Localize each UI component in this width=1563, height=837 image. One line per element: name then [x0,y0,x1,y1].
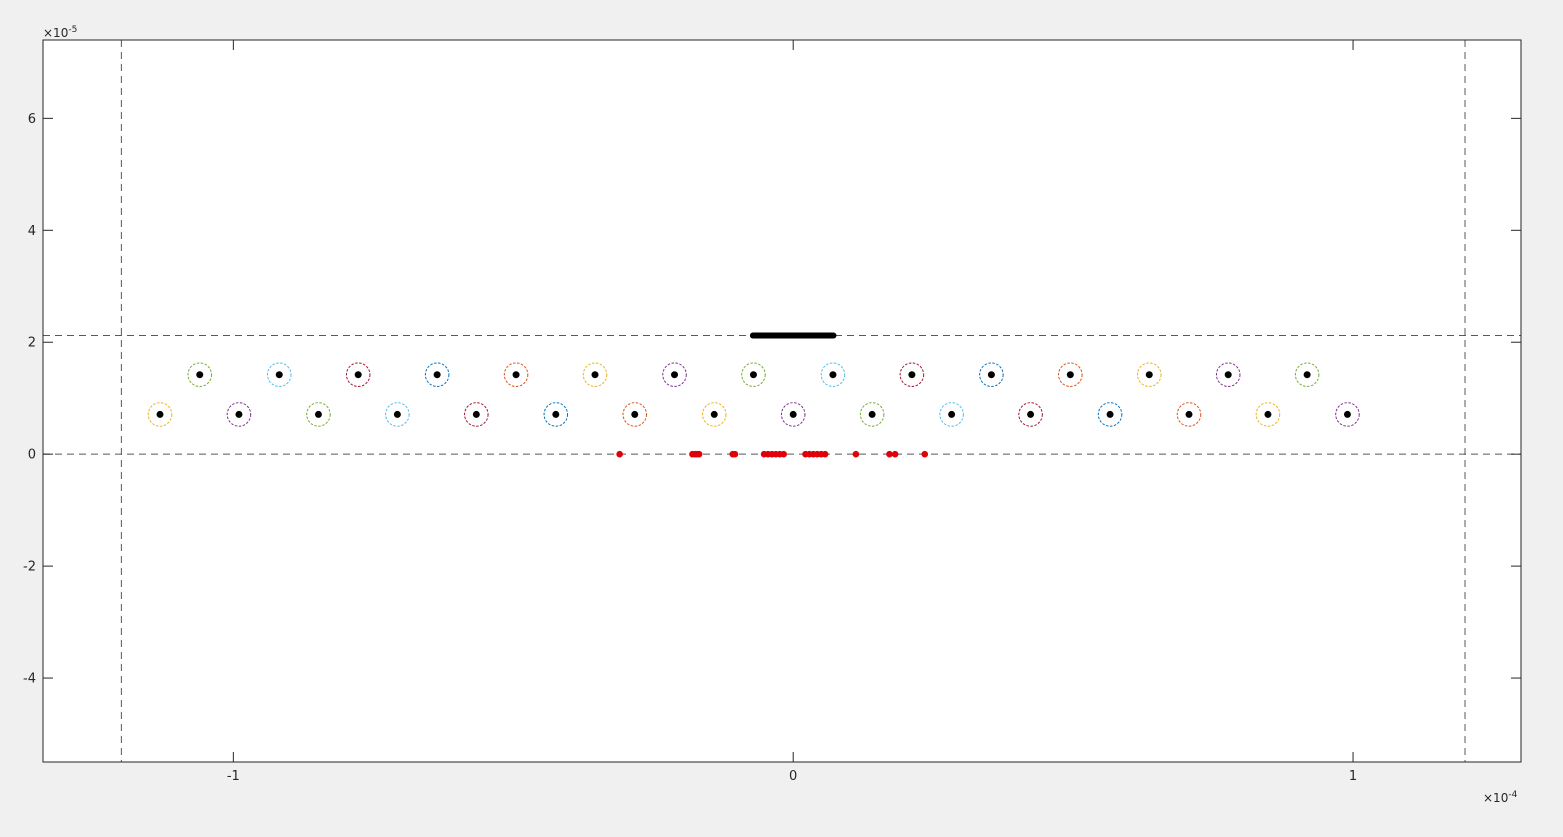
dashed-circle [582,362,608,387]
circle-center-point [156,410,164,418]
red-point [695,450,703,458]
circle-center-point [789,410,797,418]
dashed-circle [424,362,450,387]
red-point [616,450,623,458]
circle-center-point [196,371,204,379]
y-tick-label: -2 [23,560,36,575]
dashed-circle [503,362,529,387]
dashed-circle [1176,402,1202,427]
circle-center-point [1343,410,1351,418]
dashed-circle [1294,362,1320,387]
dashed-circle [780,402,806,427]
circle-center-point [393,410,401,418]
x-exponent-power: -4 [1508,790,1517,800]
circle-center-point [235,410,243,418]
x-tick-label: 0 [789,769,797,784]
circle-center-point [1303,371,1311,379]
circle-center-point [1066,371,1074,379]
circle-center-point [1264,410,1272,418]
dashed-circle [702,402,727,427]
circle-center-point [1185,410,1193,418]
dashed-circle [820,362,846,387]
circle-center-point [671,371,679,379]
circle-center-point [631,410,639,418]
x-exponent-label: ×10-4 [1483,790,1518,805]
dashed-circle [464,402,489,427]
dashed-circle [859,402,885,427]
y-exponent-power: -5 [68,25,77,35]
circle-center-point [987,371,995,379]
dashed-circle [306,402,331,427]
circle-center-point [552,410,560,418]
dashed-circle [622,402,648,427]
circle-center-point [1106,410,1114,418]
circle-center-point [433,371,441,379]
x-tick-label: 1 [1349,769,1357,784]
dashed-circle [1335,402,1360,427]
red-point [921,450,929,458]
dashed-circle [147,402,173,427]
circle-center-point [1027,410,1035,418]
dashed-circle [1255,402,1281,427]
dashed-circle [345,362,371,387]
red-point [780,450,787,458]
y-exponent-label: ×10-5 [43,25,77,40]
y-tick-label: 0 [28,448,36,463]
x-tick-label: -1 [227,769,240,784]
circle-center-point [1145,371,1153,379]
y-tick-label: 4 [28,224,36,239]
circle-center-point [749,371,757,379]
red-point [852,450,860,458]
circle-center-point [275,371,283,379]
red-point [886,450,893,458]
red-point [731,450,739,458]
dashed-circle [1018,402,1043,427]
y-tick-label: 6 [28,112,36,127]
circle-center-point [829,371,837,379]
circle-center-point [1224,371,1232,379]
y-tick-label: -4 [23,672,36,687]
dashed-circle [1097,402,1123,427]
dashed-circle [899,362,925,387]
circle-center-point [512,371,520,379]
circle-center-point [948,410,956,418]
dashed-circle [226,402,252,427]
dashed-circle [266,362,292,387]
dashed-circle [1215,362,1241,387]
red-point [821,450,829,458]
dashed-circle [1137,362,1162,387]
circle-center-point [472,410,480,418]
plot-area [43,40,1521,762]
dashed-circle [979,362,1004,387]
dashed-circle [187,362,213,387]
dashed-circle [1058,362,1083,387]
dashed-circle [385,402,410,427]
circle-center-point [710,410,718,418]
dashed-circle [543,402,569,427]
dashed-circle [662,362,687,387]
circle-center-point [591,371,599,379]
red-point [891,450,899,458]
dashed-circle [939,402,964,427]
axes-box [42,39,1522,763]
y-tick-label: 2 [28,336,36,351]
circle-center-point [314,410,322,418]
circle-center-point [908,371,916,379]
circle-center-point [868,410,876,418]
circle-center-point [354,371,362,379]
dashed-circle [741,362,766,387]
